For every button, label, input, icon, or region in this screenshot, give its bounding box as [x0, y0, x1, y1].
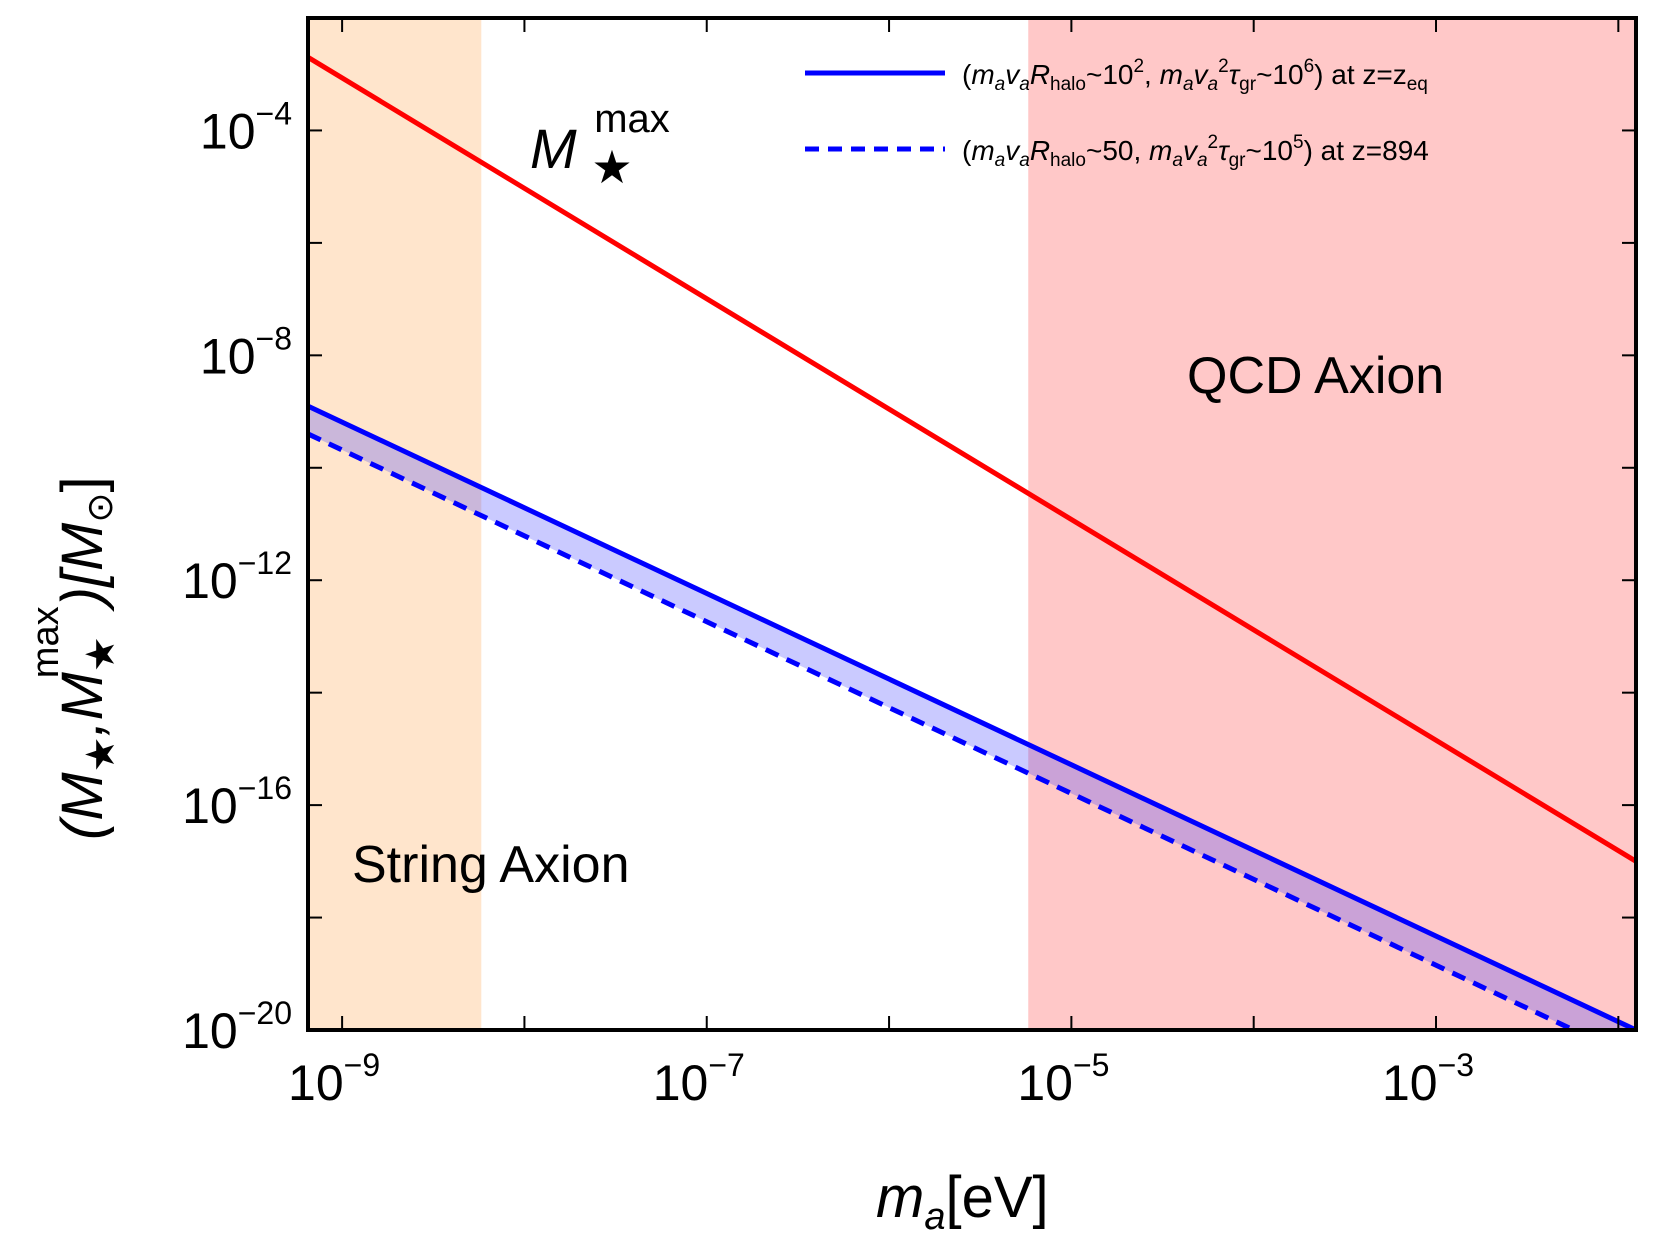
string-axion-label: String Axion — [352, 836, 630, 894]
y-tick-label: 10−20 — [182, 995, 292, 1059]
x-tick-label: 10−3 — [1382, 1047, 1474, 1111]
series-mstar-max-line — [308, 55, 1636, 864]
qcd-axion-region — [1028, 18, 1636, 1030]
mstar-star-icon: ★ — [591, 140, 632, 194]
x-axis-label: ma[eV] — [876, 1165, 1049, 1238]
legend-entry-solid-text: (mavaRhalo~102, mava2τgr~106) at z=zeq — [962, 56, 1428, 95]
y-tick-label: 10−16 — [182, 770, 292, 834]
y-axis-label: (M★,M★max)[M⊙] — [25, 476, 124, 840]
plot-frame — [306, 16, 1638, 1032]
y-tick-label: 10−8 — [200, 320, 292, 384]
x-tick-label: 10−7 — [653, 1047, 745, 1111]
series-lower-dashed-line — [308, 431, 1580, 1030]
svg-text:(M★,M★max)[M⊙]: (M★,M★max)[M⊙] — [25, 476, 124, 840]
axis-ticks — [308, 17, 1636, 1031]
legend: (mavaRhalo~102, mava2τgr~106) at z=zeq (… — [805, 56, 1429, 171]
string-axion-region — [308, 18, 482, 1030]
axis-tick-labels: 10−9 10−7 10−5 10−3 10−4 10−8 10−12 10−16 10−20 — [182, 95, 1474, 1111]
series-upper-line — [308, 403, 1636, 1030]
x-tick-label: 10−5 — [1017, 1047, 1109, 1111]
legend-entry-dashed-text: (mavaRhalo~50, mava2τgr~105) at z=894 — [962, 132, 1429, 171]
qcd-axion-label: QCD Axion — [1187, 347, 1444, 405]
mstar-annotation-main: M — [530, 117, 577, 180]
y-tick-label: 10−4 — [200, 95, 292, 159]
y-tick-label: 10−12 — [182, 545, 292, 609]
x-tick-label: 10−9 — [288, 1047, 380, 1111]
mstar-max-annotation: M max — [530, 97, 670, 180]
mstar-annotation-sup: max — [594, 97, 670, 141]
